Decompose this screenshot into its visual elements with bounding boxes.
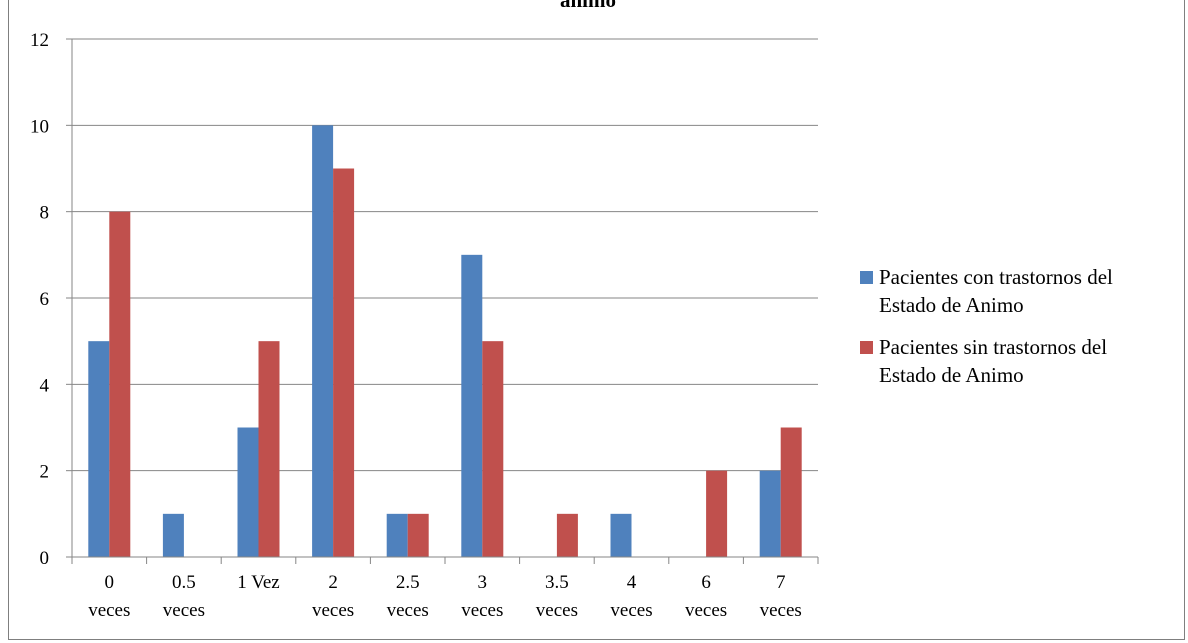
bar-series-2 [407,513,429,557]
bar-series-1 [88,341,110,557]
y-tick-label: 4 [40,375,50,396]
x-tick-label: 3 [478,572,488,593]
x-tick-label: 3.5 [545,572,569,593]
gridlines [72,38,818,472]
y-tick-label: 6 [40,289,50,310]
x-tick-label: veces [610,600,652,621]
bar-series-1 [237,427,259,557]
y-tick-labels: 0 2 4 6 8 10 12 [30,30,50,569]
y-tick-label: 12 [30,30,49,51]
bars [88,125,802,558]
legend-swatch-2 [860,341,873,354]
x-tick-label: veces [461,600,503,621]
x-tick-label: 0.5 [172,572,196,593]
x-tick-label: veces [312,600,354,621]
legend-label: Estado de Animo [879,293,1024,317]
bar-series-2 [556,513,578,557]
bar-series-2 [258,341,280,557]
bar-series-1 [759,470,781,557]
x-tick-label: veces [163,600,205,621]
bar-series-1 [162,513,184,557]
y-tick-label: 10 [30,116,49,137]
x-tick-label: 7 [776,572,786,593]
bar-series-2 [482,341,504,557]
x-tick-label: veces [685,600,727,621]
chart-title: animo [560,0,617,12]
legend-swatch-1 [860,271,873,284]
axes [66,38,819,564]
x-tick-label: veces [88,600,130,621]
x-tick-label: 2.5 [396,572,420,593]
bar-series-1 [312,125,334,557]
y-tick-label: 8 [40,203,50,224]
y-tick-label: 0 [40,548,50,569]
legend-label: Estado de Animo [879,363,1024,387]
x-tick-label: 4 [627,572,637,593]
x-tick-label: 1 Vez [237,572,279,593]
bar-series-2 [109,211,131,557]
bar-series-2 [333,168,355,557]
legend-label: Pacientes sin trastornos del [879,335,1107,359]
legend-label: Pacientes con trastornos del [879,265,1113,289]
x-tick-label: 6 [701,572,711,593]
bar-series-2 [706,470,728,557]
x-tick-label: veces [387,600,429,621]
y-tick-label: 2 [40,462,50,483]
bar-series-1 [610,513,632,557]
x-tick-label: veces [536,600,578,621]
bar-series-1 [461,254,483,558]
bar-series-2 [780,427,802,557]
legend: Pacientes con trastornos del Estado de An… [860,265,1113,387]
x-tick-label: 0 [105,572,115,593]
x-tick-label: veces [760,600,802,621]
bar-series-1 [386,513,408,557]
x-tick-label: 2 [328,572,338,593]
chart-frame [8,0,1185,640]
x-tick-labels: 0 veces 0.5 veces 1 Vez 2 veces 2.5 veces 3 veces 3… [88,572,802,621]
